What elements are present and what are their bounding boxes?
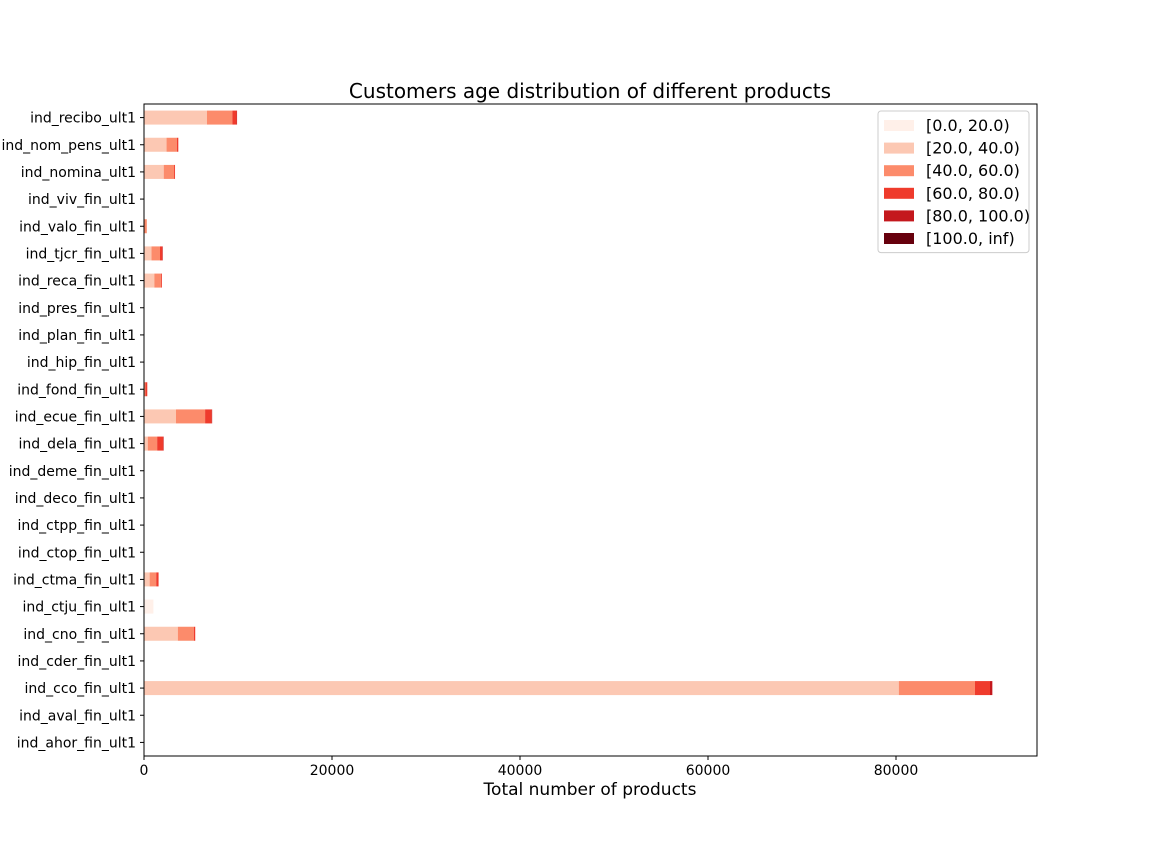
x-tick-label: 20000 bbox=[310, 763, 355, 779]
legend-label: [40.0, 60.0) bbox=[926, 161, 1020, 180]
bar-ind_cco_fin_ult1-series-3 bbox=[974, 681, 990, 696]
legend: [0.0, 20.0) [20.0, 40.0) [40.0, 60.0) [60.0… bbox=[877, 110, 1030, 254]
legend-swatch bbox=[884, 142, 914, 154]
bar-ind_cco_fin_ult1-series-4 bbox=[990, 681, 993, 696]
bar-ind_nomina_ult1-series-3 bbox=[174, 164, 176, 179]
legend-swatch bbox=[884, 210, 914, 222]
y-tick-label: ind_cder_fin_ult1 bbox=[18, 654, 136, 670]
bar-ind_reca_fin_ult1-series-1 bbox=[144, 273, 155, 288]
y-tick-label: ind_plan_fin_ult1 bbox=[18, 328, 136, 344]
bars-group bbox=[144, 110, 993, 696]
bar-ind_fond_fin_ult1-series-3 bbox=[145, 382, 148, 397]
bar-ind_ctma_fin_ult1-series-1 bbox=[144, 572, 150, 587]
legend-label: [60.0, 80.0) bbox=[926, 184, 1020, 203]
bar-ind_ecue_fin_ult1-series-1 bbox=[144, 409, 176, 424]
bar-ind_nom_pens_ult1-series-3 bbox=[176, 137, 179, 152]
legend-label: [80.0, 100.0) bbox=[926, 206, 1030, 225]
bar-ind_ecue_fin_ult1-series-3 bbox=[205, 409, 212, 424]
bar-ind_nom_pens_ult1-series-2 bbox=[166, 137, 177, 152]
y-tick-label: ind_fond_fin_ult1 bbox=[17, 382, 136, 398]
y-tick-label: ind_viv_fin_ult1 bbox=[28, 192, 136, 208]
y-tick-label: ind_valo_fin_ult1 bbox=[19, 219, 136, 235]
x-tick-label: 0 bbox=[140, 763, 149, 779]
bar-ind_ctma_fin_ult1-series-3 bbox=[156, 572, 159, 587]
legend-swatch bbox=[884, 120, 914, 131]
chart-title: Customers age distribution of different … bbox=[349, 79, 831, 103]
y-tick-label: ind_nomina_ult1 bbox=[21, 165, 136, 181]
bar-ind_nomina_ult1-series-2 bbox=[163, 164, 175, 179]
bar-ind_fond_fin_ult1-series-2 bbox=[144, 382, 146, 397]
bar-ind_reca_fin_ult1-series-3 bbox=[160, 273, 162, 288]
bar-ind_dela_fin_ult1-series-2 bbox=[147, 436, 158, 451]
y-axis: ind_ahor_fin_ult1 ind_aval_fin_ult1 ind_cc… bbox=[1, 111, 144, 751]
x-axis: 0 20000 40000 60000 80000 bbox=[140, 756, 919, 779]
y-tick-label: ind_ecue_fin_ult1 bbox=[15, 409, 136, 425]
x-axis-label: Total number of products bbox=[483, 780, 697, 800]
bar-ind_tjcr_fin_ult1-series-3 bbox=[159, 246, 163, 261]
legend-frame bbox=[877, 110, 1030, 254]
bar-ind_reca_fin_ult1-series-2 bbox=[154, 273, 161, 288]
bar-ind_cco_fin_ult1-series-1 bbox=[144, 681, 899, 696]
bar-ind_cco_fin_ult1-series-2 bbox=[898, 681, 975, 696]
plot-frame bbox=[143, 103, 1038, 757]
legend-swatch bbox=[884, 187, 914, 199]
bar-ind_cno_fin_ult1-series-3 bbox=[193, 626, 196, 641]
y-tick-label: ind_ahor_fin_ult1 bbox=[17, 735, 136, 751]
y-tick-label: ind_cno_fin_ult1 bbox=[23, 627, 136, 643]
x-tick-label: 80000 bbox=[874, 763, 919, 779]
bar-ind_tjcr_fin_ult1-series-1 bbox=[144, 246, 152, 261]
bar-ind_recibo_ult1-series-2 bbox=[206, 110, 233, 125]
legend-label: [100.0, inf) bbox=[926, 229, 1015, 248]
y-tick-label: ind_reca_fin_ult1 bbox=[18, 274, 136, 290]
y-tick-label: ind_tjcr_fin_ult1 bbox=[26, 246, 136, 262]
y-tick-label: ind_pres_fin_ult1 bbox=[18, 301, 136, 317]
bar-ind_recibo_ult1-series-3 bbox=[232, 110, 237, 125]
bar-ind_nom_pens_ult1-series-1 bbox=[144, 137, 167, 152]
y-tick-label: ind_deco_fin_ult1 bbox=[15, 491, 136, 507]
bar-ind_dela_fin_ult1-series-1 bbox=[144, 436, 148, 451]
y-tick-label: ind_ctma_fin_ult1 bbox=[13, 572, 136, 588]
legend-swatch bbox=[884, 233, 914, 244]
bar-ind_tjcr_fin_ult1-series-2 bbox=[151, 246, 160, 261]
y-tick-label: ind_ctop_fin_ult1 bbox=[18, 545, 136, 561]
x-tick-label: 60000 bbox=[686, 763, 731, 779]
legend-label: [20.0, 40.0) bbox=[926, 139, 1020, 158]
y-tick-label: ind_aval_fin_ult1 bbox=[19, 708, 136, 724]
y-tick-label: ind_deme_fin_ult1 bbox=[9, 464, 136, 480]
y-tick-label: ind_dela_fin_ult1 bbox=[19, 437, 136, 453]
y-tick-label: ind_ctju_fin_ult1 bbox=[23, 600, 136, 616]
x-tick-label: 40000 bbox=[498, 763, 543, 779]
y-tick-label: ind_recibo_ult1 bbox=[30, 111, 136, 127]
y-tick-label: ind_ctpp_fin_ult1 bbox=[18, 518, 136, 534]
bar-ind_ctju_fin_ult1-series-0 bbox=[144, 599, 154, 614]
bar-ind_valo_fin_ult1-series-2 bbox=[144, 219, 147, 234]
y-tick-label: ind_nom_pens_ult1 bbox=[1, 138, 136, 154]
bar-ind_cno_fin_ult1-series-2 bbox=[177, 626, 194, 641]
bar-ind_recibo_ult1-series-1 bbox=[144, 110, 207, 125]
bar-ind_dela_fin_ult1-series-3 bbox=[157, 436, 164, 451]
legend-swatch bbox=[884, 165, 914, 177]
legend-label: [0.0, 20.0) bbox=[926, 116, 1010, 135]
y-tick-label: ind_hip_fin_ult1 bbox=[27, 355, 136, 371]
bar-ind_nomina_ult1-series-1 bbox=[144, 164, 164, 179]
bar-ind_ecue_fin_ult1-series-2 bbox=[175, 409, 206, 424]
bar-ind_ctma_fin_ult1-series-2 bbox=[149, 572, 157, 587]
bar-ind_cno_fin_ult1-series-1 bbox=[144, 626, 178, 641]
y-tick-label: ind_cco_fin_ult1 bbox=[25, 681, 136, 697]
